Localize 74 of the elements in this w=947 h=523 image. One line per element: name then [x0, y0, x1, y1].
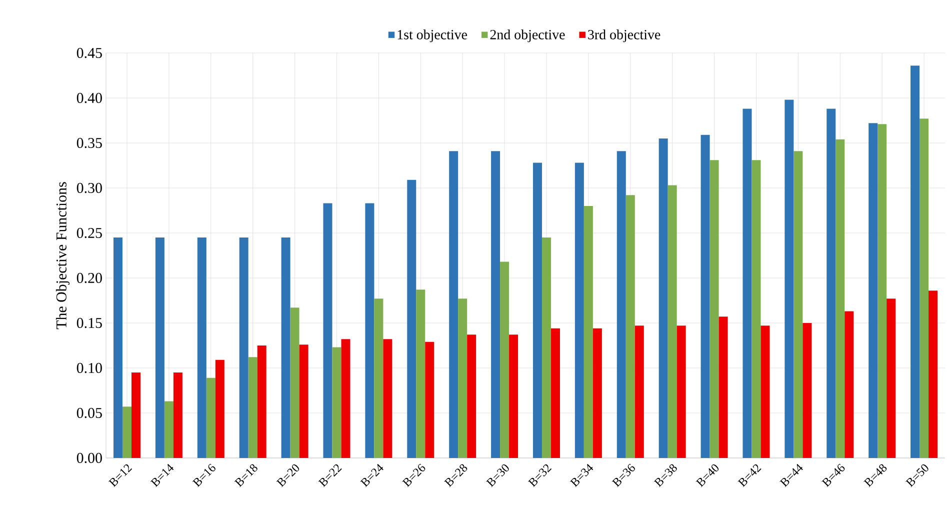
- bar: [658, 138, 668, 458]
- bar: [332, 347, 342, 458]
- bar: [365, 203, 374, 458]
- bar: [215, 360, 224, 458]
- legend-label: 1st objective: [398, 30, 467, 42]
- bar: [700, 134, 710, 458]
- bar: [281, 237, 290, 458]
- bar: [836, 139, 845, 458]
- bar: [794, 151, 803, 458]
- legend-label: 2nd objective: [490, 30, 565, 42]
- y-tick-label: 0.45: [76, 48, 102, 58]
- y-tick-label: 0.15: [76, 318, 102, 328]
- bar: [542, 237, 551, 458]
- y-tick-label: 0.40: [76, 92, 102, 104]
- y-tick-label: 0.30: [76, 182, 102, 194]
- y-tick-label: 0.25: [76, 228, 102, 238]
- y-tick-label: 0.20: [76, 272, 102, 284]
- bar: [844, 311, 854, 458]
- bar: [155, 237, 164, 458]
- bar: [584, 206, 593, 458]
- bar: [341, 339, 350, 458]
- bar: [197, 237, 206, 458]
- bar: [868, 123, 878, 458]
- bar: [248, 357, 258, 458]
- bar: [668, 185, 677, 458]
- bar: [802, 322, 812, 458]
- bar: [826, 108, 836, 458]
- bar: [920, 118, 929, 458]
- bar: [886, 298, 896, 458]
- bar: [718, 316, 728, 458]
- bar: [676, 326, 686, 458]
- bar: [173, 372, 182, 458]
- bar: [425, 342, 434, 458]
- bar: [122, 406, 132, 458]
- bar: [416, 290, 426, 458]
- bar: [257, 345, 266, 458]
- bar: [760, 326, 770, 458]
- bar: [509, 334, 518, 458]
- bar: [752, 160, 761, 458]
- bar: [164, 401, 174, 458]
- y-tick-label: 0.05: [76, 408, 102, 418]
- bar: [374, 298, 384, 458]
- y-tick-label: 0.10: [76, 362, 102, 374]
- bar: [742, 108, 752, 458]
- bar: [323, 203, 332, 458]
- bar: [626, 195, 635, 458]
- legend-label: 3rd objective: [588, 30, 660, 42]
- bar: [239, 237, 248, 458]
- bar: [592, 328, 602, 458]
- bar: [467, 334, 476, 458]
- bar: [710, 160, 719, 458]
- bar: [574, 162, 584, 458]
- bar: [784, 100, 794, 458]
- bar: [878, 124, 887, 458]
- bar: [500, 262, 510, 458]
- bar: [910, 66, 920, 458]
- bar: [131, 372, 140, 458]
- bar: [407, 180, 416, 458]
- bar: [383, 339, 392, 458]
- bar: [206, 378, 216, 458]
- bar: [299, 344, 308, 458]
- bar: [491, 151, 500, 458]
- bar: [458, 298, 468, 458]
- bar: [290, 308, 300, 458]
- y-tick-label: 0.35: [76, 138, 102, 148]
- y-tick-label: 0.00: [76, 452, 102, 464]
- bar: [532, 162, 542, 458]
- bar: [113, 237, 122, 458]
- bar: [616, 151, 626, 458]
- bar: [928, 290, 938, 458]
- bar: [634, 326, 644, 458]
- bar: [449, 151, 458, 458]
- y-axis-title: The Objective Functions: [56, 182, 70, 330]
- bar: [550, 328, 560, 458]
